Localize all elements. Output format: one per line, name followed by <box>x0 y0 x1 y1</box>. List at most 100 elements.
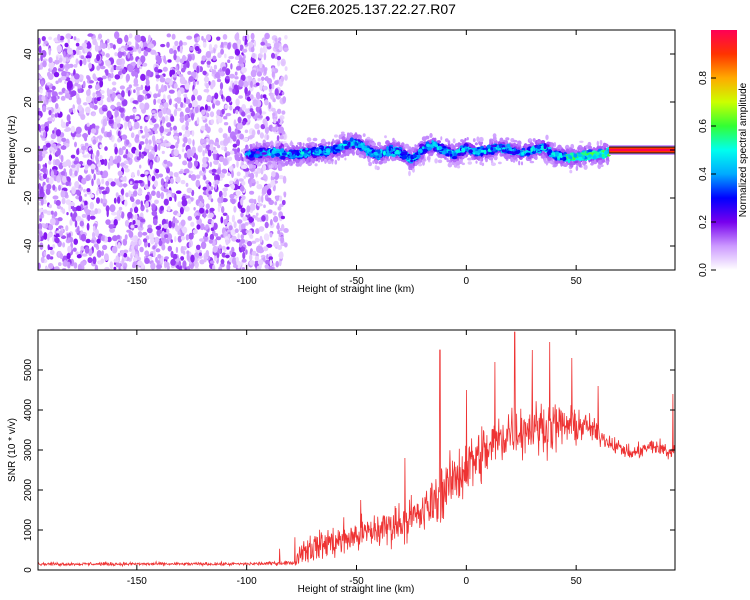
signal-halo-point <box>378 160 383 165</box>
noise-speckle <box>194 267 200 270</box>
noise-speckle <box>136 60 140 69</box>
noise-speckle <box>220 41 224 48</box>
noise-speckle <box>134 224 138 229</box>
noise-speckle <box>170 239 173 244</box>
noise-speckle <box>121 69 127 75</box>
noise-speckle <box>135 244 139 250</box>
noise-speckle <box>260 124 266 130</box>
noise-speckle <box>199 207 205 214</box>
noise-speckle <box>231 170 234 178</box>
noise-speckle <box>86 222 90 231</box>
noise-speckle <box>169 126 173 131</box>
noise-speckle <box>93 243 99 248</box>
signal-halo-point <box>418 163 423 167</box>
signal-halo-point <box>547 157 552 161</box>
noise-speckle <box>268 83 272 90</box>
noise-speckle <box>106 87 110 96</box>
signal-halo-point <box>462 141 465 144</box>
noise-speckle <box>107 44 111 50</box>
noise-speckle <box>234 154 240 161</box>
noise-speckle <box>247 135 253 140</box>
noise-speckle <box>159 104 163 109</box>
noise-speckle <box>167 245 172 252</box>
noise-speckle <box>49 218 56 226</box>
noise-speckle <box>177 201 182 208</box>
noise-speckle <box>202 70 207 76</box>
noise-speckle <box>43 199 47 205</box>
noise-speckle <box>240 149 245 153</box>
noise-speckle <box>165 142 169 147</box>
signal-halo-point <box>452 138 456 144</box>
noise-speckle <box>171 192 175 198</box>
noise-speckle <box>278 126 284 134</box>
noise-speckle <box>257 115 263 119</box>
noise-speckle <box>214 44 218 49</box>
noise-speckle <box>57 107 61 114</box>
noise-speckle <box>185 125 189 131</box>
noise-speckle <box>215 236 222 241</box>
noise-speckle <box>206 126 211 134</box>
signal-halo-point <box>569 169 573 174</box>
signal-halo-point <box>474 142 478 146</box>
noise-speckle <box>158 240 163 247</box>
noise-speckle <box>280 215 285 220</box>
noise-speckle <box>170 69 176 75</box>
noise-speckle <box>259 108 262 116</box>
signal-halo-point <box>312 137 318 142</box>
noise-speckle <box>74 170 78 177</box>
noise-speckle <box>148 145 153 150</box>
noise-speckle <box>105 53 110 58</box>
noise-speckle <box>120 249 124 257</box>
noise-speckle <box>184 206 190 212</box>
noise-speckle <box>38 223 43 231</box>
noise-speckle <box>140 218 146 223</box>
signal-halo-point <box>577 147 580 152</box>
noise-speckle <box>52 149 56 155</box>
noise-speckle <box>233 205 237 213</box>
noise-speckle <box>96 65 101 71</box>
noise-speckle <box>235 190 241 196</box>
noise-speckle <box>187 54 192 62</box>
noise-speckle <box>89 215 96 220</box>
noise-speckle <box>146 227 153 234</box>
noise-speckle <box>68 108 72 113</box>
noise-speckle <box>159 77 166 83</box>
noise-speckle <box>193 207 196 211</box>
noise-speckle <box>212 55 217 61</box>
noise-speckle <box>97 135 103 139</box>
noise-speckle <box>61 137 67 142</box>
noise-speckle <box>161 116 166 124</box>
noise-speckle <box>138 151 142 159</box>
noise-speckle <box>162 223 169 229</box>
noise-speckle <box>186 35 193 40</box>
noise-speckle <box>94 229 99 237</box>
noise-speckle <box>173 149 179 157</box>
noise-speckle <box>251 221 255 228</box>
noise-speckle <box>96 97 101 102</box>
noise-speckle <box>246 205 251 213</box>
noise-speckle <box>66 212 69 216</box>
signal-halo-point <box>437 159 443 164</box>
noise-speckle <box>41 50 47 58</box>
noise-speckle <box>249 181 253 188</box>
noise-speckle <box>117 170 123 177</box>
signal-halo-point <box>518 160 521 166</box>
noise-speckle <box>166 160 172 167</box>
noise-speckle <box>173 109 178 117</box>
noise-speckle <box>220 258 225 265</box>
noise-speckle <box>158 173 164 178</box>
noise-speckle <box>237 65 242 71</box>
noise-speckle <box>50 250 55 255</box>
noise-speckle <box>262 94 267 99</box>
noise-speckle <box>92 225 96 233</box>
noise-speckle <box>199 259 205 265</box>
noise-speckle <box>62 260 69 267</box>
signal-core-point <box>521 147 526 151</box>
noise-speckle <box>60 95 66 101</box>
noise-speckle <box>152 245 156 250</box>
noise-speckle <box>209 81 214 90</box>
noise-speckle <box>77 45 83 51</box>
noise-speckle <box>104 236 108 242</box>
noise-speckle <box>119 52 125 56</box>
noise-speckle <box>163 188 169 193</box>
